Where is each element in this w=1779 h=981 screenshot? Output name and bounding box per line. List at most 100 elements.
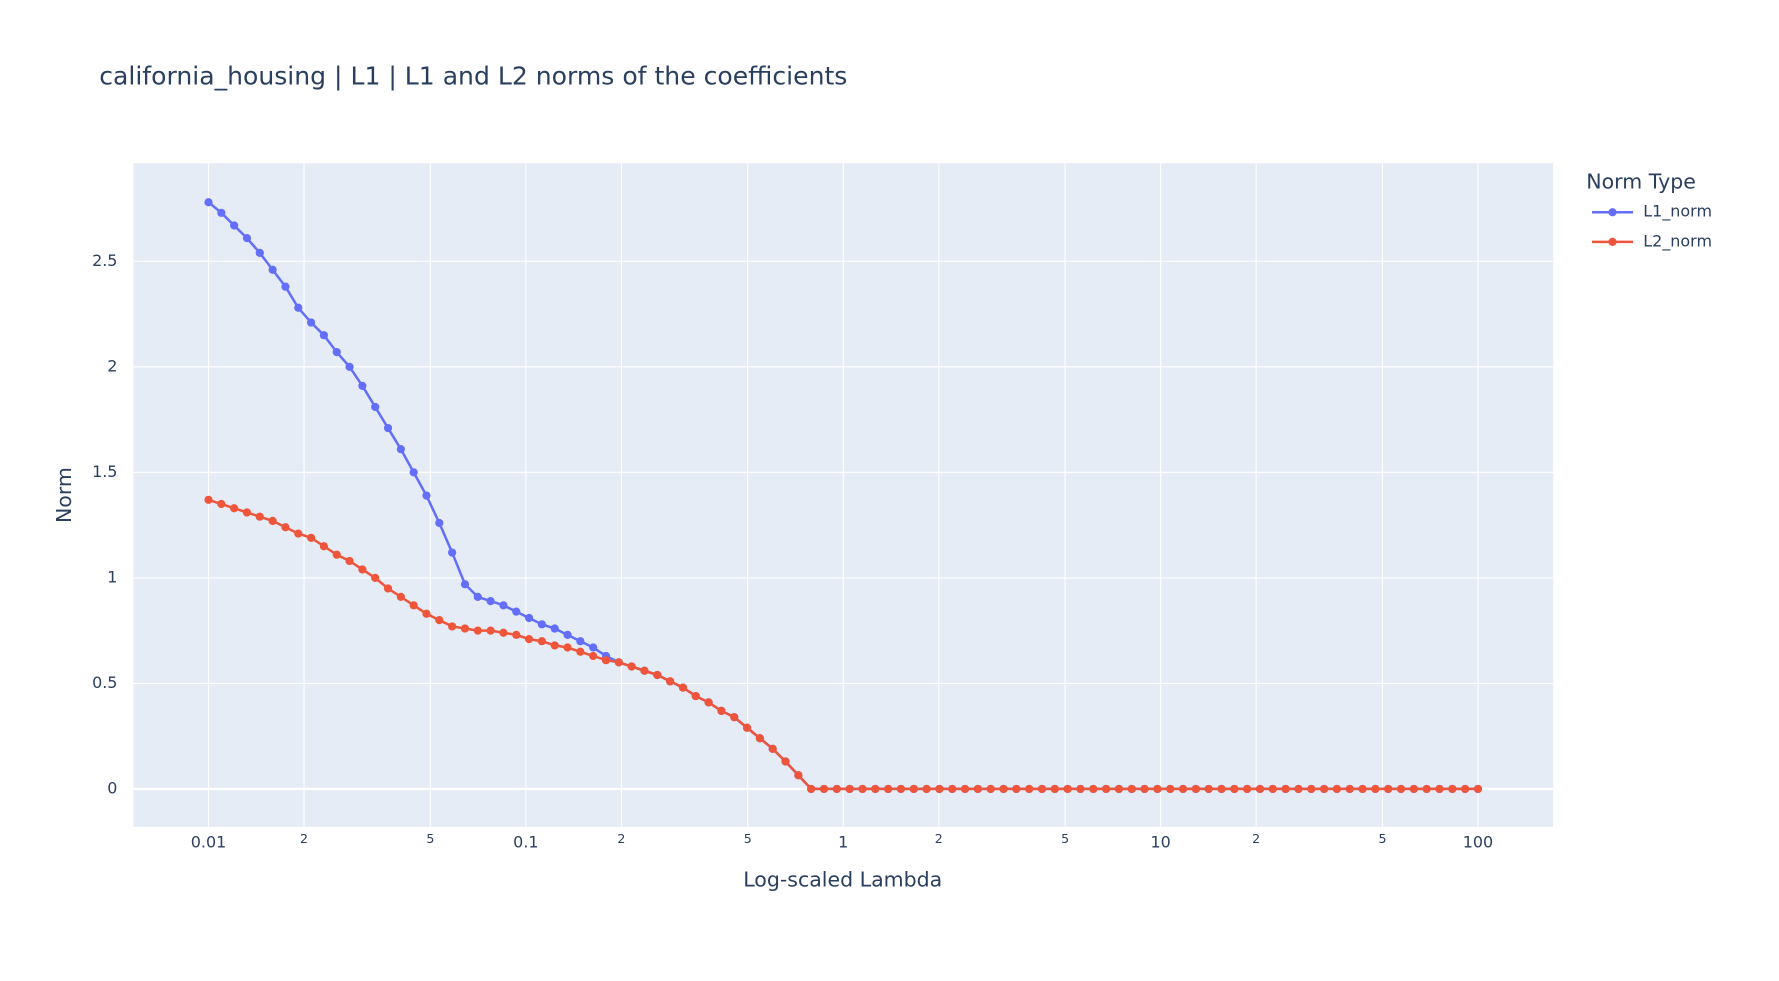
data-point [948,784,957,794]
data-point [242,508,252,517]
data-point [742,723,752,732]
data-point [396,592,405,601]
data-point [396,445,405,454]
data-point [1204,784,1213,794]
data-point [1012,784,1021,794]
data-point [1230,784,1239,794]
data-point [524,634,534,644]
y-tick-label: 0 [107,778,117,797]
data-point [319,331,329,340]
y-tick-label: 1 [107,567,117,586]
data-point [1127,784,1136,794]
data-point [589,651,598,661]
data-point [1025,784,1034,794]
data-point [563,630,572,639]
data-point [909,784,918,794]
data-point [845,784,854,794]
data-point [1396,784,1406,794]
data-point [460,580,470,589]
data-point [550,641,559,650]
data-point [1294,784,1303,794]
data-point [678,683,688,692]
data-point [294,303,303,312]
x-tick-label: 5 [1378,831,1386,846]
data-point [435,615,444,625]
data-point [1050,784,1059,794]
data-point [1063,784,1072,794]
data-point [422,491,431,500]
data-point [306,318,316,327]
data-point [935,784,944,794]
data-point [217,499,226,509]
data-point [1307,784,1316,794]
data-point [627,662,636,671]
data-point [1358,784,1367,794]
data-point [230,221,239,230]
x-tick-label: 2 [1252,831,1260,846]
data-point [576,647,585,656]
data-point [435,518,444,528]
data-point [1435,784,1444,794]
data-point [704,698,713,707]
data-point [563,643,572,652]
data-point [986,784,995,794]
x-tick-label: 2 [617,831,625,846]
data-point [448,548,457,557]
y-tick-label: 2 [107,356,117,375]
data-point [999,784,1008,794]
data-point [973,784,982,794]
data-point [794,771,803,780]
x-tick-label: 5 [1061,831,1069,846]
legend-title: Norm Type [1586,170,1696,194]
data-point [1166,784,1175,794]
data-point [537,637,547,646]
data-point [1371,784,1380,794]
data-point [1473,784,1483,794]
data-point [306,533,316,542]
data-point [896,784,906,794]
data-point [1281,784,1290,794]
x-tick-label: 100 [1463,832,1493,851]
data-point [281,282,290,291]
data-point [512,630,521,639]
data-point [358,565,367,574]
data-point [524,613,534,623]
data-point [1243,784,1252,794]
legend-label: L2_norm [1643,231,1712,251]
y-tick-label: 0.5 [92,673,117,692]
data-point [499,628,508,637]
data-point [768,744,777,753]
legend-label: L1_norm [1643,202,1712,222]
data-point [858,784,867,794]
legend-marker [1608,208,1617,217]
data-point [242,234,252,243]
data-point [1422,784,1431,794]
data-point [319,542,329,551]
x-tick-label: 2 [300,831,308,846]
data-point [1076,784,1085,794]
data-point [460,624,470,633]
data-point [537,620,547,629]
data-point [717,706,726,715]
data-point [255,512,264,521]
data-point [960,784,970,794]
data-point [550,624,559,633]
data-point [448,622,457,631]
data-point [409,468,418,477]
data-point [1461,784,1470,794]
data-point [730,713,739,722]
data-point [1332,784,1342,794]
data-point [230,504,239,513]
series-line [208,498,1478,791]
data-point [473,626,482,635]
data-point [884,784,893,794]
chart-title: california_housing | L1 | L1 and L2 norm… [99,62,847,91]
data-point [499,601,508,610]
data-point [358,381,367,390]
data-point [486,597,495,606]
x-tick-label: 5 [426,831,434,846]
data-point [691,691,700,701]
data-point [371,573,380,582]
